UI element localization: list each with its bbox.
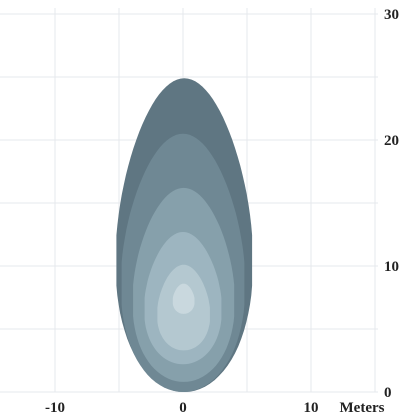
y-tick-label: 0 bbox=[384, 385, 392, 401]
x-tick-label: 10 bbox=[304, 400, 319, 416]
y-tick-label: 10 bbox=[384, 259, 399, 275]
y-tick-label: 20 bbox=[384, 133, 399, 149]
x-tick-label: -10 bbox=[45, 400, 65, 416]
x-tick-label: 0 bbox=[179, 400, 187, 416]
y-tick-label: 30 bbox=[384, 7, 399, 23]
x-axis-label: Meters bbox=[340, 400, 385, 416]
contour-band-6 bbox=[172, 283, 195, 314]
